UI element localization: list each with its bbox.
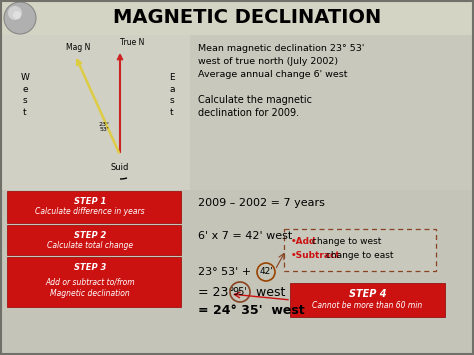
Text: 42': 42' (259, 268, 273, 277)
FancyBboxPatch shape (0, 190, 474, 355)
Text: E
a
s
t: E a s t (169, 73, 175, 117)
Text: MAGNETIC DECLINATION: MAGNETIC DECLINATION (113, 8, 381, 27)
Text: Magnetic declination: Magnetic declination (50, 289, 130, 297)
FancyBboxPatch shape (7, 257, 181, 307)
Text: declination for 2009.: declination for 2009. (198, 108, 299, 118)
Text: 2009 – 2002 = 7 years: 2009 – 2002 = 7 years (198, 198, 325, 208)
Text: Average annual change 6' west: Average annual change 6' west (198, 70, 347, 79)
Text: 23° 53' +: 23° 53' + (198, 267, 255, 277)
Text: change to east: change to east (323, 251, 393, 260)
Text: Calculate the magnetic: Calculate the magnetic (198, 95, 312, 105)
Text: STEP 1: STEP 1 (74, 197, 106, 206)
Text: 6' x 7 = 42' west: 6' x 7 = 42' west (198, 231, 292, 241)
Text: Mean magnetic declination 23° 53': Mean magnetic declination 23° 53' (198, 44, 365, 53)
Text: Suid: Suid (111, 163, 129, 172)
Circle shape (13, 11, 21, 19)
Text: W
e
s
t: W e s t (20, 73, 29, 117)
Text: STEP 2: STEP 2 (74, 230, 106, 240)
FancyBboxPatch shape (7, 225, 181, 255)
Text: True N: True N (120, 38, 144, 47)
Text: STEP 4: STEP 4 (349, 289, 386, 299)
FancyBboxPatch shape (284, 229, 436, 271)
Text: Add or subtract to/from: Add or subtract to/from (45, 278, 135, 286)
FancyBboxPatch shape (0, 35, 190, 190)
Text: •Subtract: •Subtract (291, 251, 341, 260)
Text: STEP 3: STEP 3 (74, 263, 106, 273)
Circle shape (4, 2, 36, 34)
FancyBboxPatch shape (7, 191, 181, 223)
Circle shape (8, 6, 22, 20)
Text: 23°
53': 23° 53' (99, 122, 109, 132)
FancyBboxPatch shape (0, 0, 474, 35)
Text: Calculate difference in years: Calculate difference in years (35, 208, 145, 217)
Text: Calculate total change: Calculate total change (47, 241, 133, 251)
Text: •Add: •Add (291, 236, 316, 246)
Text: 95': 95' (233, 287, 247, 297)
Text: = 23°: = 23° (198, 285, 239, 299)
Text: = 24° 35'  west: = 24° 35' west (198, 304, 305, 317)
FancyBboxPatch shape (290, 283, 445, 317)
Text: change to west: change to west (309, 236, 382, 246)
Text: west: west (252, 285, 285, 299)
Text: Mag N: Mag N (66, 43, 90, 52)
Text: west of true north (July 2002): west of true north (July 2002) (198, 57, 338, 66)
Text: Cannot be more than 60 min: Cannot be more than 60 min (312, 301, 423, 311)
FancyBboxPatch shape (190, 35, 474, 190)
